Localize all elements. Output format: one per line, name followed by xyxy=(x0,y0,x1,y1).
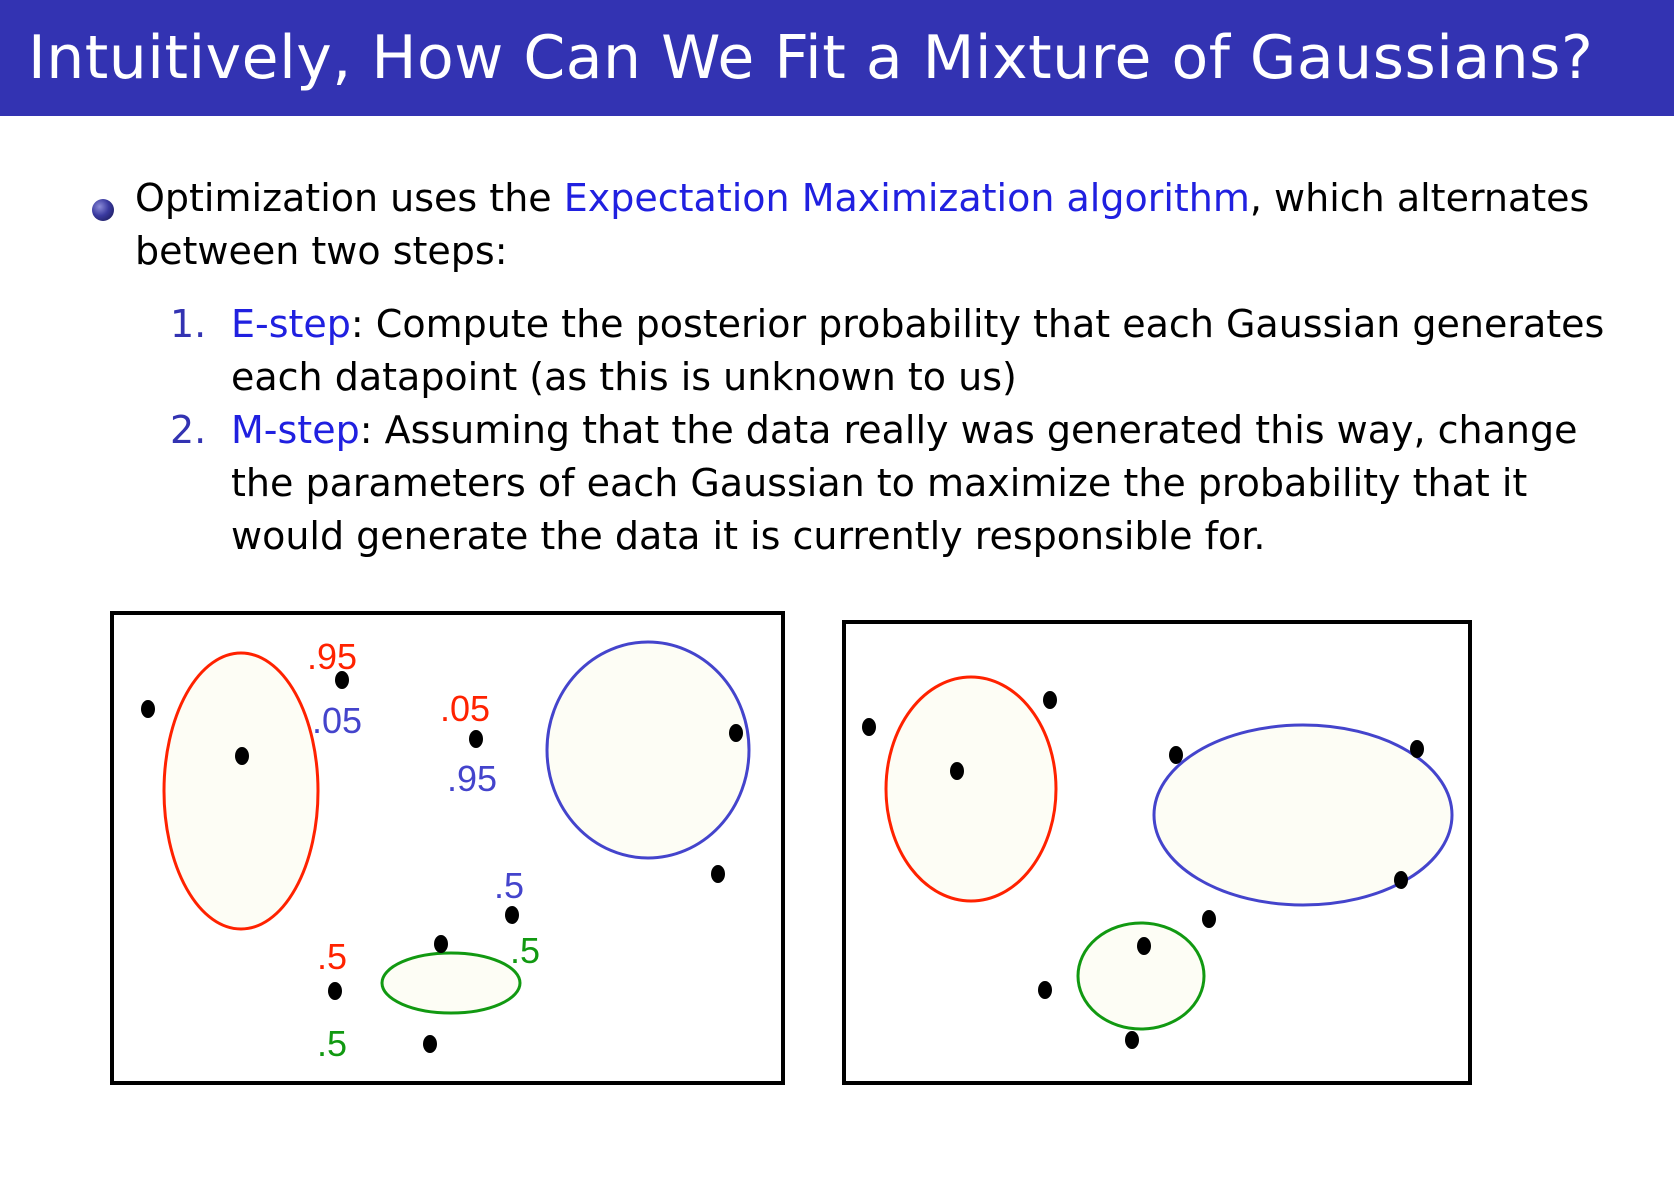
responsibility-label-blue: .05 xyxy=(312,700,362,741)
data-point xyxy=(434,935,448,953)
data-point xyxy=(141,700,155,718)
red-gaussian-ellipse xyxy=(162,651,320,931)
step-1-number: 1. xyxy=(170,302,207,346)
m-step-label: M-step xyxy=(231,408,360,452)
bullet-icon xyxy=(92,199,114,221)
responsibility-label-red: .5 xyxy=(317,936,347,977)
green-gaussian-ellipse xyxy=(1076,921,1206,1031)
slide-title: Intuitively, How Can We Fit a Mixture of… xyxy=(28,23,1594,93)
data-point xyxy=(729,724,743,742)
step-2-line-3: would generate the data it is currently … xyxy=(231,514,1266,558)
data-point xyxy=(862,718,876,736)
e-step-label: E-step xyxy=(231,302,351,346)
bullet-text-after: , which alternates xyxy=(1249,176,1590,220)
bullet-line-2: between two steps: xyxy=(135,229,508,273)
blue-gaussian-ellipse xyxy=(545,640,751,860)
em-algorithm-link[interactable]: Expectation Maximization algorithm xyxy=(563,176,1250,220)
data-point xyxy=(1202,910,1216,928)
green-gaussian-ellipse xyxy=(380,951,522,1015)
data-point xyxy=(505,906,519,924)
data-point xyxy=(1038,981,1052,999)
m-step-diagram xyxy=(862,675,1454,1049)
step-1-line-1: E-step: Compute the posterior probabilit… xyxy=(231,296,1604,352)
responsibility-label-green: .5 xyxy=(317,1023,347,1064)
step-2-line-2: the parameters of each Gaussian to maxim… xyxy=(231,461,1528,505)
data-point xyxy=(1137,937,1151,955)
step-2-text: : Assuming that the data really was gene… xyxy=(359,408,1578,452)
responsibility-label-red: .05 xyxy=(440,688,490,729)
step-1-line-2: each datapoint (as this is unknown to us… xyxy=(231,355,1017,399)
responsibility-label-blue: .95 xyxy=(447,758,497,799)
data-point xyxy=(711,865,725,883)
e-step-figure: .95 .05 .05 .95 .5 .5 .5 .5 xyxy=(110,611,785,1085)
responsibility-label-red: .95 xyxy=(307,636,357,677)
data-point xyxy=(1394,871,1408,889)
step-2-number: 2. xyxy=(170,408,207,452)
data-point xyxy=(950,762,964,780)
data-point xyxy=(423,1035,437,1053)
responsibility-label-blue: .5 xyxy=(494,865,524,906)
bullet-line-1: Optimization uses the Expectation Maximi… xyxy=(135,170,1589,226)
data-point xyxy=(1125,1031,1139,1049)
data-point xyxy=(328,982,342,1000)
data-point xyxy=(469,730,483,748)
data-point xyxy=(1169,746,1183,764)
m-step-figure xyxy=(842,620,1472,1085)
data-point xyxy=(235,747,249,765)
data-point xyxy=(1043,691,1057,709)
responsibility-label-green: .5 xyxy=(510,930,540,971)
step-1-text: : Compute the posterior probability that… xyxy=(350,302,1605,346)
red-gaussian-ellipse xyxy=(884,675,1058,903)
blue-gaussian-ellipse xyxy=(1152,723,1454,907)
bullet-text-before: Optimization uses the xyxy=(135,176,564,220)
e-step-diagram: .95 .05 .05 .95 .5 .5 .5 .5 xyxy=(141,636,751,1064)
title-bar: Intuitively, How Can We Fit a Mixture of… xyxy=(0,0,1674,116)
data-point xyxy=(1410,740,1424,758)
step-2-line-1: M-step: Assuming that the data really wa… xyxy=(231,402,1577,458)
data-point xyxy=(335,671,349,689)
